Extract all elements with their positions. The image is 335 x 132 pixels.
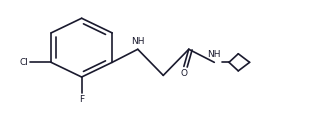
Text: O: O: [180, 69, 187, 78]
Text: Cl: Cl: [20, 58, 28, 67]
Text: NH: NH: [207, 50, 221, 60]
Text: NH: NH: [131, 37, 144, 46]
Text: F: F: [79, 95, 84, 104]
